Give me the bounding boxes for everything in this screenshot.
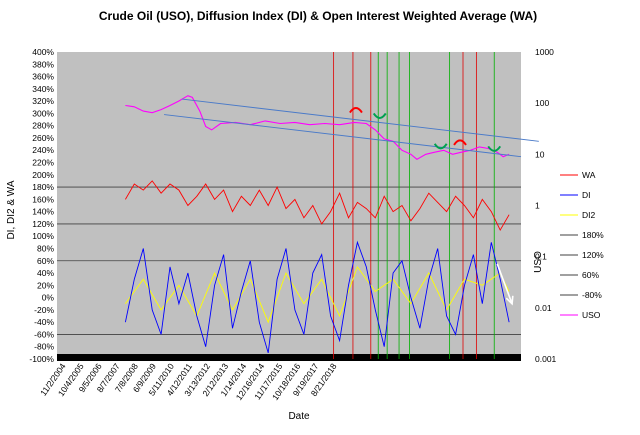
trend-line-1 [181,98,539,142]
left-tick-label: -20% [34,305,54,315]
legend-label-6: 60% [582,270,599,280]
left-tick-label: 40% [37,268,54,278]
series-line-wa [125,180,510,232]
right-tick-label: 0.001 [535,354,557,364]
left-tick-label: 140% [32,207,54,217]
legend-label-3: DI2 [582,210,596,220]
left-tick-label: -40% [34,317,54,327]
left-tick-label: -80% [34,342,54,352]
y-axis-left-label: DI, DI2 & WA [6,180,17,239]
series-line-di2 [125,265,510,324]
left-tick-label: 120% [32,219,54,229]
legend-label-5: 120% [582,250,604,260]
left-tick-label: 300% [32,108,54,118]
red-arc-1 [349,107,363,114]
left-tick-label: 380% [32,59,54,69]
series-line-di [124,240,510,354]
left-tick-label: 80% [37,243,54,253]
y-axis-right-label: USO [533,251,544,273]
legend-label-1: WA [582,170,596,180]
left-tick-label: 260% [32,133,54,143]
left-tick-label: 100% [32,231,54,241]
right-tick-label: 1 [535,201,540,211]
right-tick-label: 1000 [535,47,554,57]
legend-label-7: -80% [582,290,602,300]
series-line-uso [125,95,510,160]
x-axis-label: Date [288,411,310,422]
left-tick-label: 200% [32,170,54,180]
right-tick-label: 10 [535,149,545,159]
left-tick-label: 340% [32,84,54,94]
trend-line-2 [164,114,522,158]
left-tick-label: 220% [32,158,54,168]
trend-arrow [496,263,513,305]
legend-label-8: USO [582,310,601,320]
left-tick-label: 360% [32,72,54,82]
legend-label-4: 180% [582,230,604,240]
green-arc-5 [487,145,502,152]
trend-arrow-head [505,295,514,306]
left-tick-label: 0% [42,293,55,303]
left-tick-label: 60% [37,256,54,266]
left-tick-label: -100% [29,354,54,364]
right-tick-label: 0.1 [535,252,547,262]
green-arc-2 [372,112,387,119]
left-tick-label: 320% [32,96,54,106]
x-axis-band [57,354,521,361]
left-tick-label: 160% [32,194,54,204]
left-tick-label: 280% [32,121,54,131]
left-tick-label: 20% [37,280,54,290]
legend-label-2: DI [582,190,591,200]
right-tick-label: 100 [535,98,549,108]
left-tick-label: -60% [34,329,54,339]
red-arc-4 [453,139,467,146]
left-tick-label: 180% [32,182,54,192]
green-arc-3 [433,143,448,150]
left-tick-label: 240% [32,145,54,155]
left-tick-label: 400% [32,47,54,57]
chart-title: Crude Oil (USO), Diffusion Index (DI) & … [99,9,537,23]
right-tick-label: 0.01 [535,303,552,313]
